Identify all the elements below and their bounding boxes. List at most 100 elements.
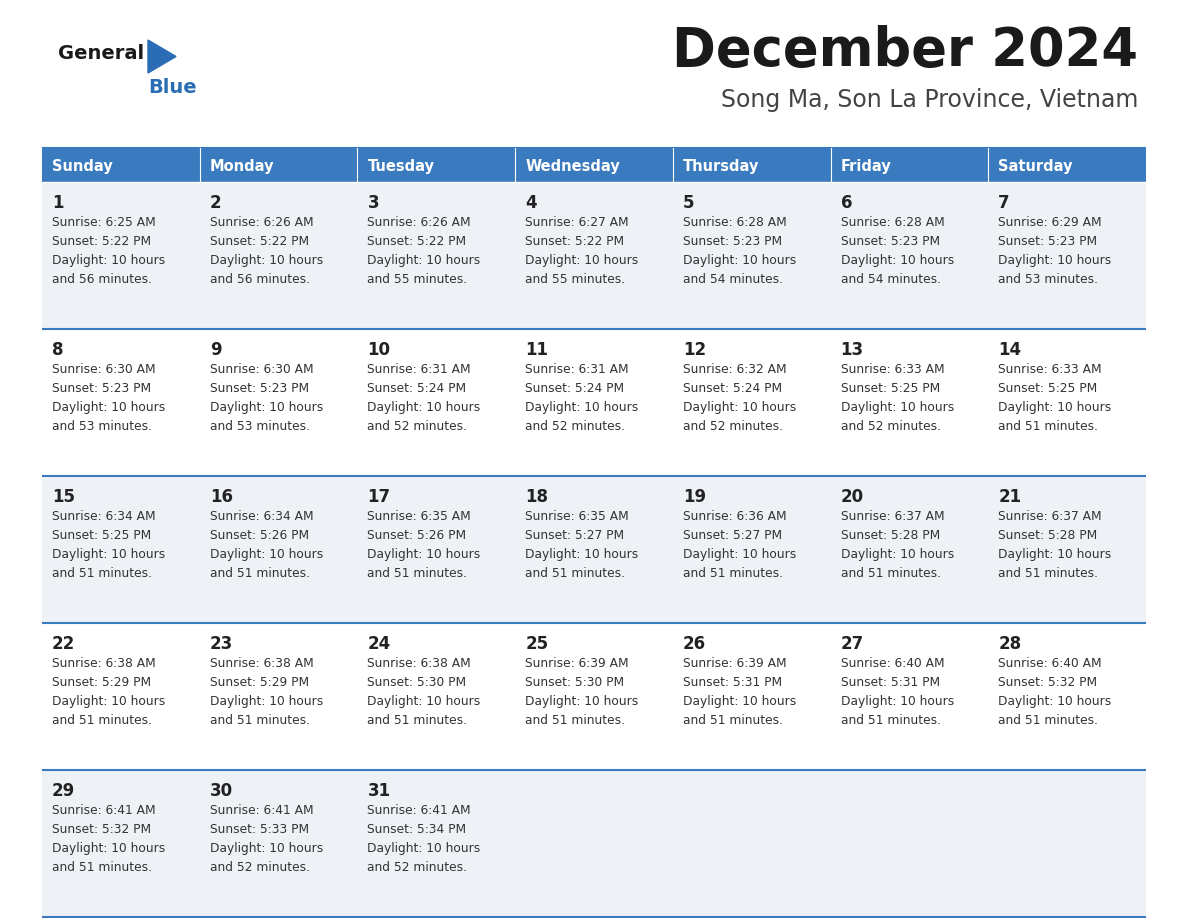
- Text: 30: 30: [210, 782, 233, 800]
- Text: Sunrise: 6:37 AM: Sunrise: 6:37 AM: [998, 510, 1102, 523]
- Text: 7: 7: [998, 194, 1010, 212]
- Text: Sunset: 5:34 PM: Sunset: 5:34 PM: [367, 823, 467, 836]
- Text: Sunrise: 6:33 AM: Sunrise: 6:33 AM: [841, 363, 944, 376]
- Bar: [988, 182, 1146, 329]
- Bar: [358, 770, 516, 917]
- Text: Sunrise: 6:38 AM: Sunrise: 6:38 AM: [367, 657, 472, 670]
- Text: 10: 10: [367, 341, 391, 359]
- Bar: [358, 329, 516, 476]
- Text: Sunset: 5:28 PM: Sunset: 5:28 PM: [998, 529, 1098, 542]
- Bar: [200, 476, 358, 623]
- Text: Sunrise: 6:41 AM: Sunrise: 6:41 AM: [210, 804, 314, 817]
- Text: and 51 minutes.: and 51 minutes.: [52, 861, 152, 874]
- Text: Sunrise: 6:35 AM: Sunrise: 6:35 AM: [525, 510, 628, 523]
- Text: 8: 8: [52, 341, 63, 359]
- Text: Sunrise: 6:40 AM: Sunrise: 6:40 AM: [998, 657, 1102, 670]
- Bar: [42, 770, 200, 917]
- Bar: [200, 182, 358, 329]
- Text: and 52 minutes.: and 52 minutes.: [683, 420, 783, 433]
- Text: 5: 5: [683, 194, 694, 212]
- Text: Sunset: 5:22 PM: Sunset: 5:22 PM: [367, 235, 467, 248]
- Text: 21: 21: [998, 488, 1022, 506]
- Text: and 54 minutes.: and 54 minutes.: [841, 273, 941, 286]
- Text: Sunset: 5:27 PM: Sunset: 5:27 PM: [683, 529, 782, 542]
- Bar: [200, 623, 358, 770]
- Text: Saturday: Saturday: [998, 159, 1073, 174]
- Text: Daylight: 10 hours: Daylight: 10 hours: [683, 401, 796, 414]
- Text: and 51 minutes.: and 51 minutes.: [998, 714, 1098, 727]
- Bar: [516, 770, 672, 917]
- Bar: [672, 329, 830, 476]
- Text: Thursday: Thursday: [683, 159, 759, 174]
- Text: 31: 31: [367, 782, 391, 800]
- Text: Daylight: 10 hours: Daylight: 10 hours: [998, 401, 1112, 414]
- Text: Sunset: 5:29 PM: Sunset: 5:29 PM: [52, 676, 151, 689]
- Text: Sunrise: 6:34 AM: Sunrise: 6:34 AM: [52, 510, 156, 523]
- Text: Sunset: 5:23 PM: Sunset: 5:23 PM: [841, 235, 940, 248]
- Text: and 51 minutes.: and 51 minutes.: [525, 714, 625, 727]
- Text: 20: 20: [841, 488, 864, 506]
- Text: Sunset: 5:25 PM: Sunset: 5:25 PM: [841, 382, 940, 395]
- Text: and 51 minutes.: and 51 minutes.: [683, 567, 783, 580]
- Text: 17: 17: [367, 488, 391, 506]
- Text: Sunrise: 6:26 AM: Sunrise: 6:26 AM: [367, 216, 472, 229]
- Bar: [830, 770, 988, 917]
- Text: Song Ma, Son La Province, Vietnam: Song Ma, Son La Province, Vietnam: [721, 88, 1138, 112]
- Text: Sunset: 5:24 PM: Sunset: 5:24 PM: [367, 382, 467, 395]
- Text: Sunrise: 6:29 AM: Sunrise: 6:29 AM: [998, 216, 1102, 229]
- Bar: [672, 623, 830, 770]
- Bar: [988, 148, 1146, 182]
- Text: Sunset: 5:33 PM: Sunset: 5:33 PM: [210, 823, 309, 836]
- Text: Daylight: 10 hours: Daylight: 10 hours: [683, 548, 796, 561]
- Text: Sunrise: 6:38 AM: Sunrise: 6:38 AM: [210, 657, 314, 670]
- Bar: [516, 182, 672, 329]
- Bar: [42, 148, 200, 182]
- Bar: [42, 476, 200, 623]
- Text: Sunrise: 6:32 AM: Sunrise: 6:32 AM: [683, 363, 786, 376]
- Text: Sunset: 5:25 PM: Sunset: 5:25 PM: [52, 529, 151, 542]
- Text: Sunset: 5:30 PM: Sunset: 5:30 PM: [525, 676, 624, 689]
- Text: 15: 15: [52, 488, 75, 506]
- Text: Sunset: 5:22 PM: Sunset: 5:22 PM: [52, 235, 151, 248]
- Bar: [830, 148, 988, 182]
- Text: Sunrise: 6:31 AM: Sunrise: 6:31 AM: [525, 363, 628, 376]
- Bar: [42, 329, 200, 476]
- Text: Daylight: 10 hours: Daylight: 10 hours: [525, 254, 638, 267]
- Text: Daylight: 10 hours: Daylight: 10 hours: [841, 695, 954, 708]
- Text: Daylight: 10 hours: Daylight: 10 hours: [841, 548, 954, 561]
- Text: Sunrise: 6:39 AM: Sunrise: 6:39 AM: [525, 657, 628, 670]
- Text: Sunset: 5:23 PM: Sunset: 5:23 PM: [998, 235, 1098, 248]
- Text: and 52 minutes.: and 52 minutes.: [525, 420, 625, 433]
- Text: 26: 26: [683, 635, 706, 653]
- Text: Sunset: 5:26 PM: Sunset: 5:26 PM: [210, 529, 309, 542]
- Text: 22: 22: [52, 635, 75, 653]
- Text: Sunrise: 6:41 AM: Sunrise: 6:41 AM: [367, 804, 472, 817]
- Text: Sunset: 5:27 PM: Sunset: 5:27 PM: [525, 529, 624, 542]
- Text: Daylight: 10 hours: Daylight: 10 hours: [210, 401, 323, 414]
- Text: and 55 minutes.: and 55 minutes.: [367, 273, 468, 286]
- Text: Daylight: 10 hours: Daylight: 10 hours: [841, 254, 954, 267]
- Text: and 56 minutes.: and 56 minutes.: [52, 273, 152, 286]
- Text: and 51 minutes.: and 51 minutes.: [52, 567, 152, 580]
- Text: Sunset: 5:24 PM: Sunset: 5:24 PM: [525, 382, 624, 395]
- Bar: [672, 770, 830, 917]
- Text: and 52 minutes.: and 52 minutes.: [210, 861, 310, 874]
- Text: Daylight: 10 hours: Daylight: 10 hours: [367, 695, 481, 708]
- Text: and 51 minutes.: and 51 minutes.: [210, 567, 310, 580]
- Text: Daylight: 10 hours: Daylight: 10 hours: [52, 548, 165, 561]
- Text: General: General: [58, 44, 144, 63]
- Text: Daylight: 10 hours: Daylight: 10 hours: [367, 254, 481, 267]
- Text: Tuesday: Tuesday: [367, 159, 435, 174]
- Text: Daylight: 10 hours: Daylight: 10 hours: [998, 548, 1112, 561]
- Text: 18: 18: [525, 488, 548, 506]
- Text: and 51 minutes.: and 51 minutes.: [998, 567, 1098, 580]
- Text: 11: 11: [525, 341, 548, 359]
- Text: Daylight: 10 hours: Daylight: 10 hours: [525, 401, 638, 414]
- Text: and 53 minutes.: and 53 minutes.: [52, 420, 152, 433]
- Text: Daylight: 10 hours: Daylight: 10 hours: [683, 254, 796, 267]
- Bar: [988, 476, 1146, 623]
- Bar: [830, 182, 988, 329]
- Text: 12: 12: [683, 341, 706, 359]
- Bar: [516, 476, 672, 623]
- Text: and 52 minutes.: and 52 minutes.: [367, 420, 467, 433]
